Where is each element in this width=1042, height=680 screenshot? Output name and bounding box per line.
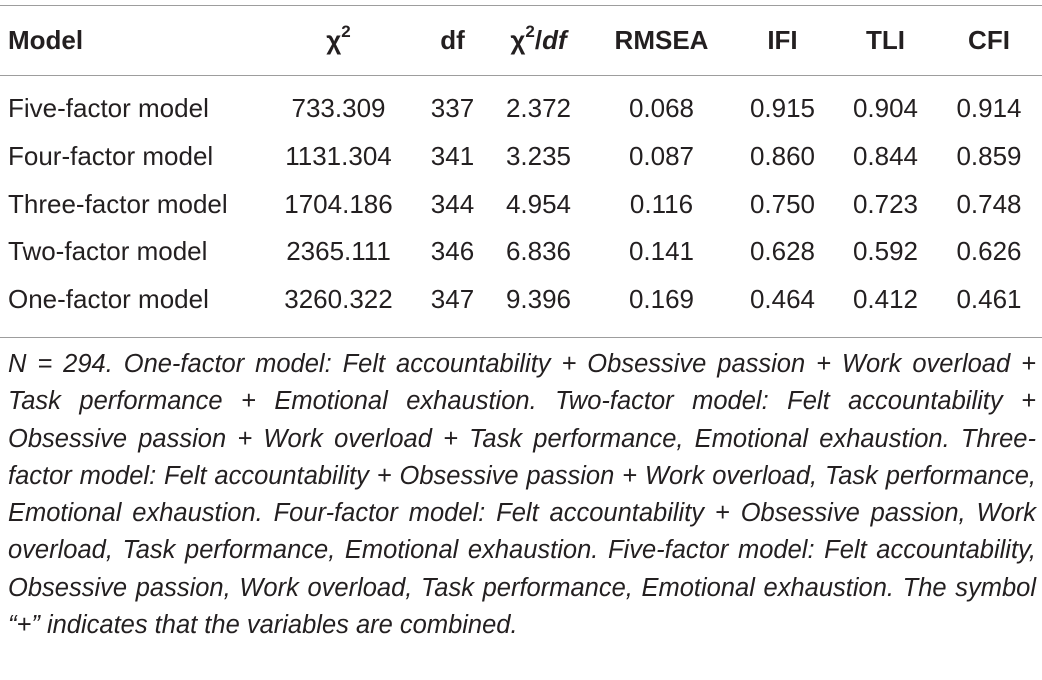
header-tli: TLI bbox=[866, 25, 905, 55]
table-footnote: N = 294. One-factor model: Felt accounta… bbox=[8, 350, 1036, 640]
cell-df: 346 bbox=[430, 236, 475, 267]
cell-ifi: 0.860 bbox=[749, 141, 816, 172]
cell-model: Two-factor model bbox=[8, 236, 208, 267]
cell-chi-square-per-df: 4.954 bbox=[505, 188, 572, 219]
cell-tli: 0.844 bbox=[852, 141, 919, 172]
cell-df: 347 bbox=[430, 284, 475, 315]
cell-chi-square-per-df: 9.396 bbox=[505, 284, 572, 315]
table-row: Five-factor model 733.309 337 2.372 0.06… bbox=[0, 75, 1042, 133]
top-rule bbox=[0, 5, 1042, 6]
cell-tli: 0.904 bbox=[852, 93, 919, 123]
cell-cfi: 0.748 bbox=[956, 188, 1022, 219]
cell-tli: 0.412 bbox=[852, 284, 919, 315]
table-row: Two-factor model 2365.111 346 6.836 0.14… bbox=[0, 228, 1042, 276]
cell-cfi: 0.461 bbox=[956, 284, 1022, 315]
cell-cfi: 0.914 bbox=[956, 93, 1022, 123]
header-row: Model χ2 df χ2/df RMSEA IFI TLI CFI bbox=[0, 6, 1042, 75]
cell-chi-square-per-df: 2.372 bbox=[505, 93, 572, 123]
cell-model: Three-factor model bbox=[8, 188, 228, 219]
header-ifi: IFI bbox=[767, 25, 798, 55]
header-chi-square: χ2 bbox=[326, 22, 351, 55]
cell-chi-square: 1704.186 bbox=[284, 188, 393, 219]
table-row: Three-factor model 1704.186 344 4.954 0.… bbox=[0, 181, 1042, 229]
header-model: Model bbox=[8, 25, 84, 55]
cell-ifi: 0.628 bbox=[749, 236, 816, 267]
cell-ifi: 0.750 bbox=[749, 188, 816, 219]
cell-ifi: 0.915 bbox=[749, 93, 816, 123]
header-rule bbox=[0, 75, 1042, 76]
table-row: One-factor model 3260.322 347 9.396 0.16… bbox=[0, 276, 1042, 324]
header-df: df bbox=[440, 25, 465, 55]
header-cfi: CFI bbox=[968, 25, 1010, 55]
cell-chi-square-per-df: 3.235 bbox=[505, 141, 572, 172]
cell-model: Four-factor model bbox=[8, 141, 214, 172]
model-fit-table: Model χ2 df χ2/df RMSEA IFI TLI CFI Five… bbox=[0, 6, 1042, 323]
cell-tli: 0.592 bbox=[852, 236, 919, 267]
cell-rmsea: 0.116 bbox=[629, 188, 694, 219]
cell-rmsea: 0.068 bbox=[628, 93, 695, 123]
cell-rmsea: 0.087 bbox=[628, 141, 695, 172]
cell-ifi: 0.464 bbox=[749, 284, 816, 315]
bottom-rule bbox=[0, 337, 1042, 338]
cell-tli: 0.723 bbox=[852, 188, 919, 219]
header-chi-square-per-df: χ2/df bbox=[510, 22, 567, 55]
cell-model: Five-factor model bbox=[8, 93, 209, 123]
table-row: Four-factor model 1131.304 341 3.235 0.0… bbox=[0, 133, 1042, 181]
cell-chi-square: 3260.322 bbox=[284, 284, 393, 315]
cell-chi-square: 1131.304 bbox=[285, 141, 392, 172]
cell-rmsea: 0.169 bbox=[628, 284, 695, 315]
cell-rmsea: 0.141 bbox=[628, 236, 695, 267]
cell-df: 337 bbox=[430, 93, 475, 123]
cell-chi-square: 2365.111 bbox=[286, 236, 391, 267]
header-rmsea: RMSEA bbox=[614, 25, 709, 55]
cell-chi-square-per-df: 6.836 bbox=[505, 236, 572, 267]
cell-cfi: 0.859 bbox=[956, 141, 1022, 172]
cell-chi-square: 733.309 bbox=[291, 93, 386, 123]
cell-model: One-factor model bbox=[8, 284, 209, 315]
cell-cfi: 0.626 bbox=[956, 236, 1022, 267]
cell-df: 344 bbox=[430, 188, 475, 219]
cell-df: 341 bbox=[430, 141, 475, 172]
